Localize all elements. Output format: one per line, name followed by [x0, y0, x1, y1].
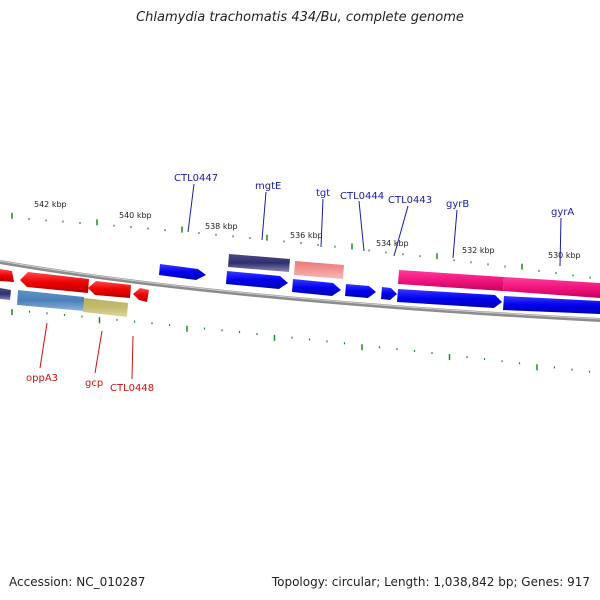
forward-strand-genes — [159, 254, 600, 314]
leader-oppa3 — [39, 322, 48, 369]
label-gyra[interactable]: gyrA — [551, 207, 574, 218]
gene-left-navy-arrow[interactable] — [0, 288, 11, 300]
outer-tick-ring — [11, 212, 591, 279]
leader-ctl0447 — [187, 183, 195, 233]
gene-tgt-arrow[interactable] — [294, 261, 344, 279]
scale-label-540: 540 kbp — [119, 211, 152, 220]
gene-gyra-arrow[interactable] — [503, 277, 600, 298]
gene-gcp-upper-arrow[interactable] — [88, 281, 131, 298]
gene-oppa3-upper-arrow[interactable] — [20, 272, 89, 293]
gene-ctl0448-upper-arrow[interactable] — [133, 288, 149, 302]
gene-mgte-lower-arrow[interactable] — [226, 271, 288, 289]
topology-summary: Topology: circular; Length: 1,038,842 bp… — [271, 575, 590, 589]
scale-label-542: 542 kbp — [34, 200, 67, 209]
gene-left-red-arrow[interactable] — [0, 269, 14, 282]
label-ctl0444[interactable]: CTL0444 — [340, 191, 384, 202]
leader-ctl0448 — [131, 335, 134, 380]
reverse-gene-labels: oppA3 gcp CTL0448 — [26, 373, 154, 394]
leader-tgt — [320, 198, 324, 248]
label-ctl0448[interactable]: CTL0448 — [110, 383, 154, 394]
scale-label-538: 538 kbp — [205, 222, 238, 231]
gene-oppa3-arrow[interactable] — [17, 290, 84, 311]
label-tgt[interactable]: tgt — [316, 188, 330, 199]
map-title: Chlamydia trachomatis 434/Bu, complete g… — [136, 10, 464, 25]
label-gcp[interactable]: gcp — [85, 378, 103, 389]
leader-gyra — [559, 217, 562, 267]
genome-backbone-highlight — [0, 260, 600, 320]
reverse-strand-genes — [0, 269, 149, 317]
label-mgte[interactable]: mgtE — [255, 181, 281, 192]
scale-label-530: 530 kbp — [548, 251, 581, 260]
leader-mgte — [261, 191, 267, 241]
forward-gene-labels: CTL0447 mgtE tgt CTL0444 CTL0443 gyrB gy… — [174, 173, 574, 218]
leader-gyrb — [452, 209, 458, 259]
scale-label-534: 534 kbp — [376, 239, 409, 248]
label-leader-lines — [39, 183, 562, 380]
accession-label: Accession: NC_010287 — [9, 575, 146, 589]
label-ctl0443[interactable]: CTL0443 — [388, 195, 432, 206]
gene-gcp-arrow[interactable] — [83, 298, 128, 317]
gene-ctl0444-arrow[interactable] — [345, 284, 376, 298]
label-ctl0447[interactable]: CTL0447 — [174, 173, 218, 184]
gene-ctl0447-arrow[interactable] — [159, 264, 206, 280]
label-gyrb[interactable]: gyrB — [446, 199, 469, 210]
scale-labels: 542 kbp 540 kbp 538 kbp 536 kbp 534 kbp … — [34, 200, 581, 260]
gene-gyrb-lower-arrow[interactable] — [397, 289, 502, 308]
genome-backbone — [0, 260, 600, 322]
leader-gcp — [94, 330, 103, 374]
inner-tick-ring — [11, 309, 591, 373]
scale-label-532: 532 kbp — [462, 246, 495, 255]
scale-label-536: 536 kbp — [290, 231, 323, 240]
gene-gyra-lower-arrow[interactable] — [503, 296, 600, 314]
label-oppa3[interactable]: oppA3 — [26, 373, 58, 384]
gene-gyrb-arrow[interactable] — [398, 270, 504, 291]
leader-ctl0444 — [358, 200, 365, 252]
gene-ctl0443-arrow[interactable] — [381, 287, 397, 300]
leader-ctl0443 — [393, 205, 409, 257]
gene-tgt-lower-arrow[interactable] — [292, 279, 341, 296]
gene-mgte-arrow[interactable] — [228, 254, 290, 272]
